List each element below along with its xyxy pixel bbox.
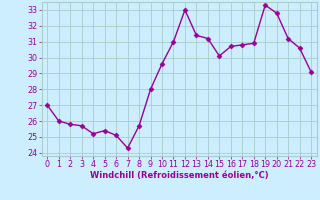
X-axis label: Windchill (Refroidissement éolien,°C): Windchill (Refroidissement éolien,°C) [90,171,268,180]
